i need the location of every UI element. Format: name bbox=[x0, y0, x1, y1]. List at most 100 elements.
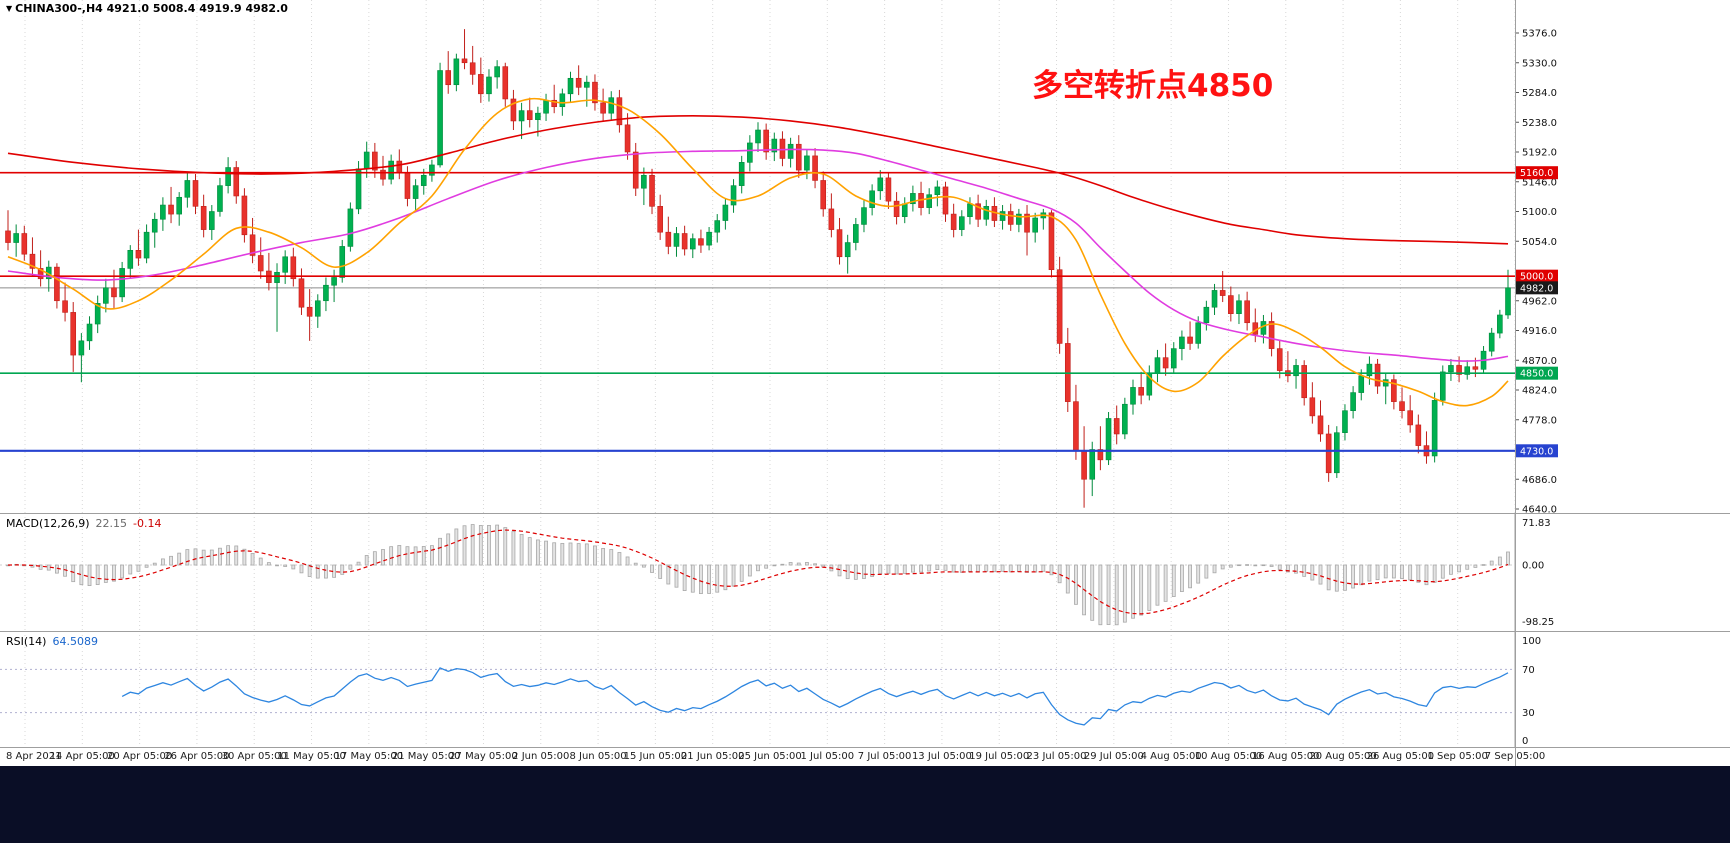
turning-point-annotation[interactable]: 多空转折点4850 bbox=[1032, 68, 1274, 104]
price-badge[interactable] bbox=[1516, 281, 1558, 295]
macd-histogram-bar bbox=[511, 531, 516, 566]
macd-histogram-bar bbox=[242, 548, 247, 566]
candlestick-down bbox=[1024, 213, 1030, 233]
macd-histogram-bar bbox=[112, 564, 116, 582]
candlestick-up bbox=[1154, 357, 1161, 374]
rsi-axis-label: 30 bbox=[1522, 708, 1535, 719]
price-tick-label: 5376.0 bbox=[1522, 29, 1557, 40]
candlestick-up bbox=[853, 224, 859, 243]
macd-indicator-label: MACD(12,26,9) 22.15 -0.14 bbox=[6, 517, 162, 530]
macd-histogram-bar bbox=[560, 542, 565, 566]
candlestick-down bbox=[1374, 363, 1381, 387]
macd-histogram-bar bbox=[503, 527, 508, 566]
price-tick-label: 5146.0 bbox=[1522, 177, 1557, 188]
macd-histogram-bar bbox=[193, 548, 198, 566]
macd-histogram-bar bbox=[1285, 564, 1290, 573]
candlestick-down bbox=[592, 81, 598, 104]
price-tick-label: 4962.0 bbox=[1522, 296, 1557, 307]
candlestick-up bbox=[608, 97, 615, 114]
candlestick-up bbox=[689, 238, 696, 250]
macd-histogram-bar bbox=[226, 545, 231, 566]
price-tick-label: 5192.0 bbox=[1522, 148, 1557, 159]
candlestick-down bbox=[233, 167, 240, 197]
candlestick-up bbox=[1488, 332, 1495, 352]
price-chart-panel[interactable]: 5376.0 5330.0 5284.0 5238.0 5192.0 5146.0 5100… bbox=[0, 0, 1730, 513]
candlestick-up bbox=[714, 220, 721, 233]
macd-histogram-bar bbox=[275, 564, 279, 567]
price-badge[interactable] bbox=[1516, 166, 1558, 180]
candlestick-down bbox=[5, 230, 11, 243]
time-axis[interactable]: 8 Apr 2021 14 Apr 05:00 20 Apr 05:00 26 Apr… bbox=[0, 748, 1730, 766]
candlestick-down bbox=[698, 238, 704, 246]
macd-histogram-bar bbox=[1432, 564, 1437, 583]
price-tick-label: 4778.0 bbox=[1522, 415, 1557, 426]
candlestick-up bbox=[934, 186, 941, 195]
candlestick-down bbox=[54, 266, 60, 302]
macd-histogram-bar bbox=[1359, 564, 1364, 586]
macd-histogram-bar bbox=[38, 564, 43, 570]
macd-histogram-bar bbox=[160, 558, 165, 566]
price-tick-label: 4824.0 bbox=[1522, 386, 1557, 397]
macd-histogram-bar bbox=[1473, 564, 1478, 568]
candlestick-up bbox=[143, 231, 150, 259]
macd-histogram-bar bbox=[764, 564, 769, 569]
macd-histogram-bar bbox=[1049, 564, 1054, 576]
candlestick-down bbox=[469, 62, 476, 75]
candlestick-down bbox=[575, 77, 582, 88]
candlestick-up bbox=[1105, 418, 1112, 461]
macd-histogram-bar bbox=[1383, 564, 1388, 579]
candlestick-up bbox=[420, 174, 427, 186]
candlestick-down bbox=[396, 160, 403, 173]
macd-histogram-bar bbox=[1343, 564, 1347, 591]
macd-histogram-bar bbox=[772, 564, 777, 567]
macd-histogram-bar bbox=[658, 564, 663, 579]
candlestick-down bbox=[1219, 290, 1226, 296]
macd-histogram-bar bbox=[1180, 564, 1184, 592]
macd-histogram-bar bbox=[1424, 564, 1429, 586]
candlestick-up bbox=[804, 155, 810, 171]
rsi-indicator-label: RSI(14) 64.5089 bbox=[6, 635, 98, 648]
price-badge[interactable] bbox=[1516, 366, 1558, 380]
macd-histogram-bar bbox=[1261, 564, 1266, 567]
macd-histogram-bar bbox=[943, 564, 948, 571]
price-badge[interactable] bbox=[1516, 269, 1558, 283]
candlestick-down bbox=[1187, 336, 1193, 344]
macd-histogram-bar bbox=[813, 563, 817, 566]
candlestick-down bbox=[380, 169, 386, 180]
candlestick-up bbox=[355, 168, 362, 210]
macd-histogram-bar bbox=[46, 564, 51, 571]
macd-panel[interactable]: 71.83 0.00 -98.25 bbox=[0, 513, 1730, 631]
candlestick-down bbox=[461, 58, 468, 64]
quote-text: CHINA300-,H4 4921.0 5008.4 4919.9 4982.0 bbox=[15, 2, 288, 15]
macd-signal-line bbox=[7, 529, 1509, 615]
macd-histogram-bar bbox=[1025, 564, 1029, 573]
macd-histogram-bar bbox=[364, 555, 369, 566]
candlestick-up bbox=[347, 208, 354, 247]
macd-histogram-bar bbox=[152, 562, 157, 566]
candlestick-down bbox=[298, 278, 305, 308]
candlestick-up bbox=[363, 151, 370, 170]
price-badge[interactable] bbox=[1516, 444, 1558, 458]
macd-histogram-bar bbox=[1269, 564, 1274, 567]
macd-histogram-bar bbox=[862, 564, 866, 579]
time-label: 11 May 05:00 bbox=[277, 751, 346, 762]
time-label: 21 Jun 05:00 bbox=[680, 751, 745, 762]
quote-bar[interactable]: ▼ CHINA300-,H4 4921.0 5008.4 4919.9 4982.… bbox=[6, 2, 288, 15]
macd-histogram-bar bbox=[1294, 564, 1298, 574]
candlestick-down bbox=[942, 186, 949, 215]
macd-histogram-bar bbox=[780, 563, 785, 566]
macd-histogram-bar bbox=[266, 562, 271, 566]
macd-histogram-bar bbox=[544, 540, 548, 566]
macd-histogram-bar bbox=[1408, 564, 1413, 581]
rsi-panel[interactable]: 100 70 30 0 bbox=[0, 631, 1730, 747]
symbol-dropdown-icon[interactable]: ▼ bbox=[6, 4, 13, 13]
time-label: 30 Apr 05:00 bbox=[221, 751, 287, 762]
candlestick-down bbox=[29, 253, 36, 269]
macd-histogram-bar bbox=[177, 552, 182, 566]
macd-histogram-bar bbox=[699, 564, 703, 595]
panel-separator[interactable] bbox=[0, 513, 1730, 514]
panel-separator[interactable] bbox=[0, 631, 1730, 632]
rsi-axis-label: 0 bbox=[1522, 736, 1528, 747]
candlestick-down bbox=[1268, 321, 1275, 349]
macd-histogram-bar bbox=[87, 564, 92, 586]
